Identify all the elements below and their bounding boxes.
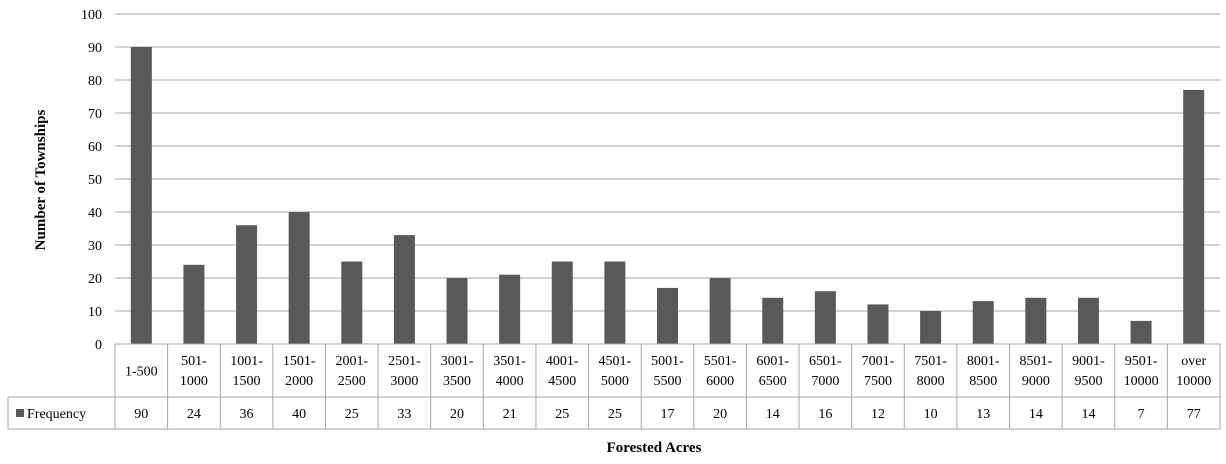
category-label: over 10000	[1176, 354, 1211, 389]
category-label: 8001-8500	[967, 354, 1000, 389]
value-label: 33	[397, 407, 411, 422]
value-label: 36	[240, 407, 254, 422]
bar	[130, 47, 152, 344]
y-tick-label: 70	[88, 107, 102, 122]
value-label: 40	[292, 407, 306, 422]
value-label: 24	[187, 407, 201, 422]
y-axis-ticks: 0 10 20 30 40 50 60 70 80 90 100	[81, 8, 102, 353]
y-tick-label: 0	[95, 338, 102, 353]
bar	[920, 311, 942, 344]
category-label: 3501-4000	[493, 354, 526, 389]
bar	[1025, 297, 1047, 344]
value-label: 90	[134, 407, 148, 422]
value-label: 25	[345, 407, 359, 422]
bar	[183, 264, 205, 344]
bar	[446, 278, 468, 344]
value-label: 12	[871, 407, 885, 422]
bar	[709, 278, 731, 344]
bar	[1077, 297, 1099, 344]
bar	[551, 261, 573, 344]
value-label: 10	[924, 407, 938, 422]
value-label: 20	[713, 407, 727, 422]
y-tick-label: 50	[88, 173, 102, 188]
category-label: 2501-3000	[388, 354, 421, 389]
bar	[236, 225, 258, 344]
bar	[341, 261, 363, 344]
value-label: 17	[661, 407, 675, 422]
bars	[130, 47, 1205, 345]
value-label: 13	[976, 407, 990, 422]
y-tick-label: 10	[88, 305, 102, 320]
bar	[288, 212, 310, 344]
value-label: 25	[555, 407, 569, 422]
bar	[814, 291, 836, 344]
category-label: 9001-9500	[1072, 354, 1105, 389]
bar	[657, 287, 678, 344]
value-label: 25	[608, 407, 622, 422]
bar	[499, 274, 521, 344]
bar	[762, 297, 784, 344]
value-label: 20	[450, 407, 464, 422]
category-label: 7501-8000	[914, 354, 947, 389]
category-label: 9501-10000	[1124, 354, 1159, 389]
category-label: 4001-4500	[546, 354, 579, 389]
y-tick-label: 40	[88, 206, 102, 221]
value-label: 14	[1029, 407, 1043, 422]
category-label: 1-500	[125, 365, 158, 380]
value-label: 21	[503, 407, 517, 422]
bar	[972, 301, 994, 344]
legend-swatch	[16, 409, 24, 417]
y-tick-label: 20	[88, 272, 102, 287]
bar	[1130, 320, 1152, 344]
y-tick-label: 80	[88, 74, 102, 89]
y-tick-label: 30	[88, 239, 102, 254]
y-axis-title: Number of Townships	[33, 110, 49, 251]
bar	[393, 235, 415, 344]
value-label: 14	[766, 407, 780, 422]
category-label: 6501-7000	[809, 354, 842, 389]
category-label: 5501-6000	[704, 354, 737, 389]
category-label: 8501-9000	[1019, 354, 1052, 389]
y-tick-label: 90	[88, 41, 102, 56]
category-label: 4501-5000	[599, 354, 632, 389]
category-label: 1001-1500	[230, 354, 263, 389]
value-label: 14	[1081, 407, 1095, 422]
category-label: 2001-2500	[335, 354, 368, 389]
gridlines	[115, 13, 1220, 312]
legend-label: Frequency	[27, 407, 86, 422]
bar	[1183, 89, 1205, 345]
value-label: 16	[818, 407, 832, 422]
x-axis-title: Forested Acres	[607, 440, 702, 456]
category-label: 501-1000	[180, 354, 208, 389]
category-label: 5001-5500	[651, 354, 684, 389]
category-label: 3001-3500	[441, 354, 474, 389]
y-tick-label: 60	[88, 140, 102, 155]
data-table: 1-500 501-1000 1001-1500 1501-2000 2001-2500…	[7, 343, 1221, 430]
value-label: 7	[1138, 407, 1145, 422]
y-tick-label: 100	[81, 8, 102, 23]
category-label: 6001-6500	[756, 354, 789, 389]
bar	[867, 304, 889, 344]
value-label: 77	[1187, 407, 1201, 422]
bar	[604, 261, 626, 344]
category-label: 7001-7500	[862, 354, 895, 389]
category-label: 1501-2000	[283, 354, 316, 389]
